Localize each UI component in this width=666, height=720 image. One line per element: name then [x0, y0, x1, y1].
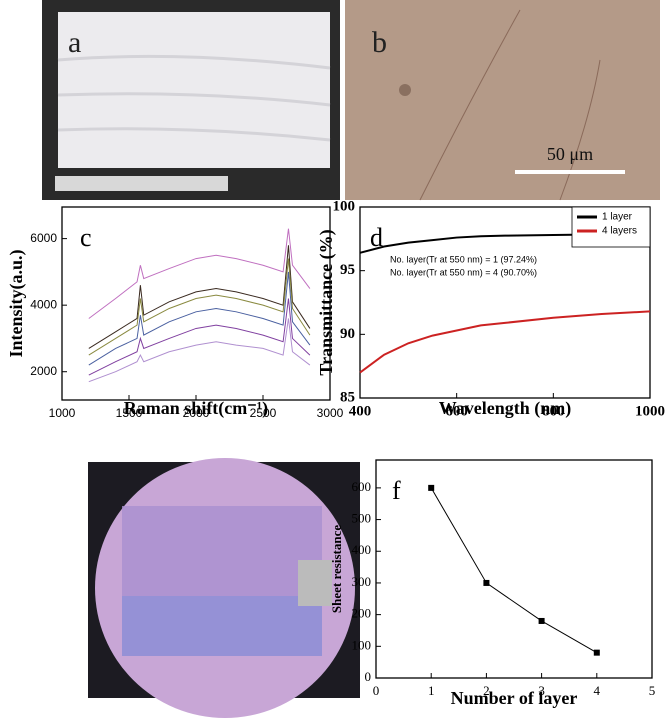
x-tick-label: 0 [373, 683, 380, 698]
series-line [88, 271, 311, 366]
series-line [359, 310, 651, 374]
x-tick-label: 2000 [183, 406, 210, 420]
y-axis-label: Intensity(a.u.) [6, 249, 27, 357]
y-tick-label: 90 [340, 326, 355, 342]
series-line [88, 318, 311, 383]
x-tick-label: 4 [594, 683, 601, 698]
series-line [88, 245, 311, 349]
point-marker [483, 579, 490, 586]
panel-label: e [64, 459, 77, 492]
scale-bar-label: 50 μm [547, 144, 593, 164]
photo-b [345, 0, 660, 201]
x-axis-label: Raman shift(cm⁻¹) [124, 398, 268, 419]
series-line [88, 258, 311, 356]
y-tick-label: 95 [340, 262, 355, 278]
y-tick-label: 6000 [30, 231, 57, 245]
panel-label: a [68, 26, 81, 59]
x-tick-label: 3000 [317, 406, 344, 420]
point-marker [593, 649, 600, 656]
x-tick-label: 1000 [49, 406, 76, 420]
y-tick-label: 0 [365, 669, 372, 684]
series-line [88, 298, 311, 376]
series-line [430, 487, 598, 654]
legend-label: 1 layer [602, 212, 633, 223]
panel-label: b [372, 26, 387, 59]
x-tick-label: 1500 [116, 406, 143, 420]
x-tick-label: 400 [349, 403, 372, 419]
x-tick-label: 1 [428, 683, 435, 698]
y-tick-label: 100 [352, 637, 372, 652]
plot-frame [61, 206, 331, 401]
x-axis-label: Wavelength (nm) [439, 398, 572, 419]
y-tick-label: 300 [352, 574, 372, 589]
y-tick-label: 100 [333, 198, 356, 214]
annotation: No. layer(Tr at 550 nm) = 1 (97.24%) [390, 254, 537, 264]
y-tick-label: 2000 [30, 364, 57, 378]
point-marker [538, 617, 545, 624]
panel-label: f [392, 476, 401, 505]
annotation: No. layer(Tr at 550 nm) = 4 (90.70%) [390, 267, 537, 277]
x-axis-label: Number of layer [451, 688, 578, 708]
y-tick-label: 500 [352, 511, 372, 526]
y-tick-label: 4000 [30, 297, 57, 311]
x-tick-label: 2 [483, 683, 490, 698]
x-tick-label: 1000 [635, 403, 665, 419]
x-tick-label: 800 [542, 403, 565, 419]
x-tick-label: 2500 [250, 406, 277, 420]
legend-box [571, 206, 651, 248]
x-tick-label: 600 [445, 403, 468, 419]
series-line [88, 228, 311, 319]
photo-e [88, 458, 360, 718]
panel-label: d [370, 223, 383, 252]
y-tick-label: 200 [352, 606, 372, 621]
y-tick-label: 400 [352, 542, 372, 557]
x-tick-label: 5 [649, 683, 656, 698]
plot-frame [359, 206, 651, 399]
y-tick-label: 600 [352, 479, 372, 494]
point-marker [428, 484, 435, 491]
photo-a [42, 0, 340, 200]
y-axis-label: Sheet resistance [329, 525, 344, 613]
y-axis-label: Transmittance (%) [316, 229, 337, 375]
plot-frame [375, 459, 653, 679]
y-tick-label: 85 [340, 389, 355, 405]
x-tick-label: 3 [538, 683, 545, 698]
legend-label: 4 layers [602, 226, 637, 237]
panel-label: c [80, 223, 92, 252]
